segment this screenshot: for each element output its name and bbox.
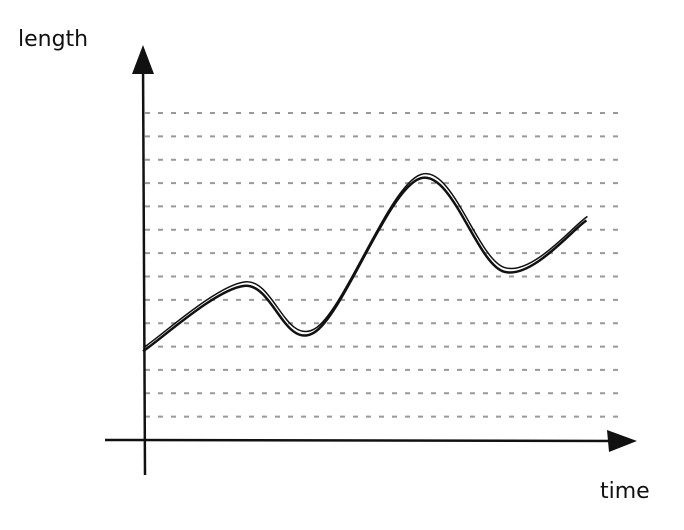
x-axis-arrow: [607, 430, 637, 452]
line: [142, 176, 588, 353]
x-axis: [104, 438, 621, 443]
grid: [145, 112, 625, 418]
y-axis-label: length: [18, 27, 88, 52]
line-shadow: [143, 173, 588, 348]
x-axis-label: time: [600, 479, 650, 504]
y-axis-arrow: [132, 45, 154, 74]
y-axis: [141, 59, 147, 476]
